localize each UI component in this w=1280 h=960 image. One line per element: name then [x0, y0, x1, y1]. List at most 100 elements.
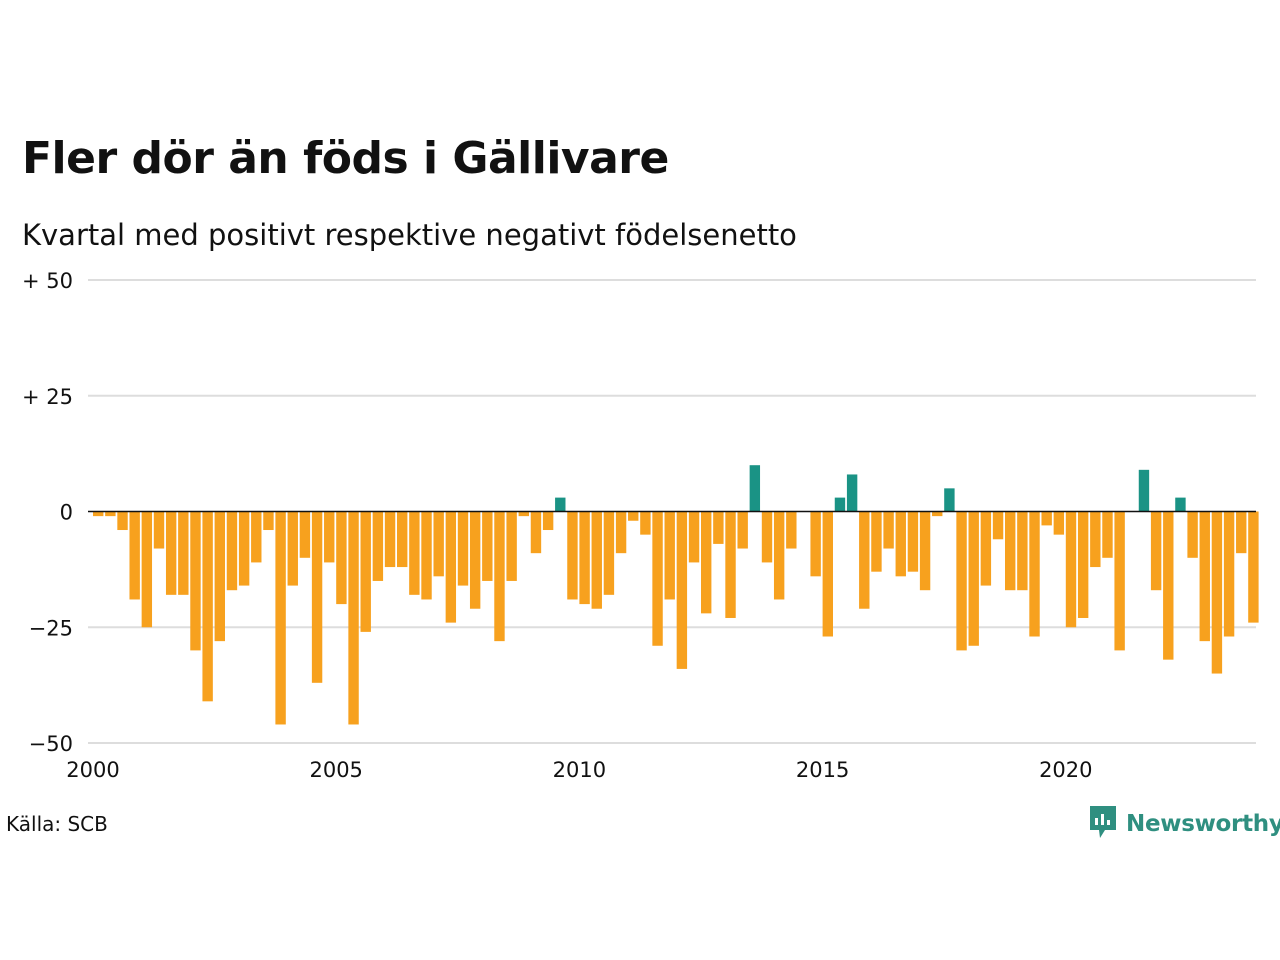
bar	[1102, 511, 1113, 558]
bar	[615, 511, 627, 554]
bar	[263, 511, 274, 531]
bar	[725, 511, 736, 618]
bar	[360, 511, 371, 632]
bar	[1090, 511, 1101, 568]
bar	[822, 511, 833, 637]
bar	[482, 511, 493, 581]
x-tick-label: 2015	[796, 758, 849, 782]
bar	[372, 511, 384, 581]
bar	[1163, 511, 1174, 660]
source-note: Källa: SCB	[6, 812, 108, 836]
bar	[944, 488, 955, 512]
bar	[542, 511, 554, 531]
bar	[1175, 497, 1186, 512]
bar	[1138, 469, 1150, 512]
bar	[348, 511, 359, 725]
bar	[1187, 511, 1198, 558]
bar	[457, 511, 469, 586]
bar	[810, 511, 821, 577]
bar	[652, 511, 663, 646]
bar	[384, 511, 396, 568]
bar	[409, 511, 420, 595]
bar	[567, 511, 578, 600]
bar	[676, 511, 688, 669]
bar	[555, 497, 566, 512]
bar	[591, 511, 602, 609]
bar	[287, 511, 298, 586]
x-tick-label: 2005	[309, 758, 362, 782]
bar	[980, 511, 992, 586]
bar	[311, 511, 323, 683]
y-tick-label: + 50	[22, 269, 73, 293]
bar	[141, 511, 153, 628]
bar	[688, 511, 700, 563]
bar	[628, 511, 639, 521]
brand-logo: Newsworthy	[1088, 804, 1280, 844]
bar	[1041, 511, 1052, 526]
bar	[773, 511, 785, 600]
bar	[165, 511, 177, 595]
x-tick-label: 2020	[1039, 758, 1092, 782]
bar	[1223, 511, 1235, 637]
bar	[1053, 511, 1065, 535]
chart-title: Fler dör än föds i Gällivare	[22, 133, 669, 184]
bar	[1114, 511, 1125, 651]
bar	[214, 511, 225, 642]
bar	[883, 511, 894, 549]
bar	[749, 465, 761, 512]
bar	[846, 474, 858, 512]
bar	[117, 511, 128, 531]
bar	[701, 511, 712, 614]
bar	[469, 511, 481, 609]
bar	[494, 511, 505, 642]
bar	[907, 511, 919, 572]
bar	[178, 511, 189, 595]
bar	[153, 511, 165, 549]
bar	[1029, 511, 1040, 637]
bar	[226, 511, 238, 591]
bar	[919, 511, 931, 591]
bar	[1065, 511, 1077, 628]
bar	[324, 511, 335, 563]
bar	[251, 511, 262, 563]
bar	[932, 511, 943, 517]
newsworthy-logo-icon	[1088, 804, 1118, 844]
bar	[518, 511, 529, 517]
bar	[275, 511, 286, 725]
bar	[1236, 511, 1247, 554]
bar	[506, 511, 517, 581]
chart-subtitle: Kvartal med positivt respektive negativt…	[22, 218, 797, 252]
bar	[834, 497, 846, 512]
bar	[579, 511, 590, 605]
bar	[93, 511, 104, 517]
bar	[1017, 511, 1028, 591]
bar	[603, 511, 615, 595]
bar	[761, 511, 773, 563]
bar	[1199, 511, 1210, 642]
y-tick-label: + 25	[22, 385, 73, 409]
bar	[664, 511, 675, 600]
brand-name: Newsworthy	[1126, 811, 1280, 837]
bar	[336, 511, 347, 605]
bar	[871, 511, 882, 572]
bars	[93, 465, 1259, 725]
bar	[640, 511, 651, 535]
bar	[895, 511, 906, 577]
bar	[530, 511, 542, 554]
bar	[786, 511, 797, 549]
bar	[1248, 511, 1259, 623]
bar	[968, 511, 979, 646]
bar	[1005, 511, 1016, 591]
bar	[433, 511, 444, 577]
x-tick-label: 2010	[553, 758, 606, 782]
bar	[238, 511, 250, 586]
bar	[202, 511, 213, 702]
bar	[190, 511, 201, 651]
bar	[1211, 511, 1223, 674]
bar	[956, 511, 967, 651]
y-tick-label: −50	[29, 732, 73, 756]
bar	[713, 511, 724, 544]
gridlines	[88, 279, 1256, 744]
bar	[445, 511, 457, 623]
